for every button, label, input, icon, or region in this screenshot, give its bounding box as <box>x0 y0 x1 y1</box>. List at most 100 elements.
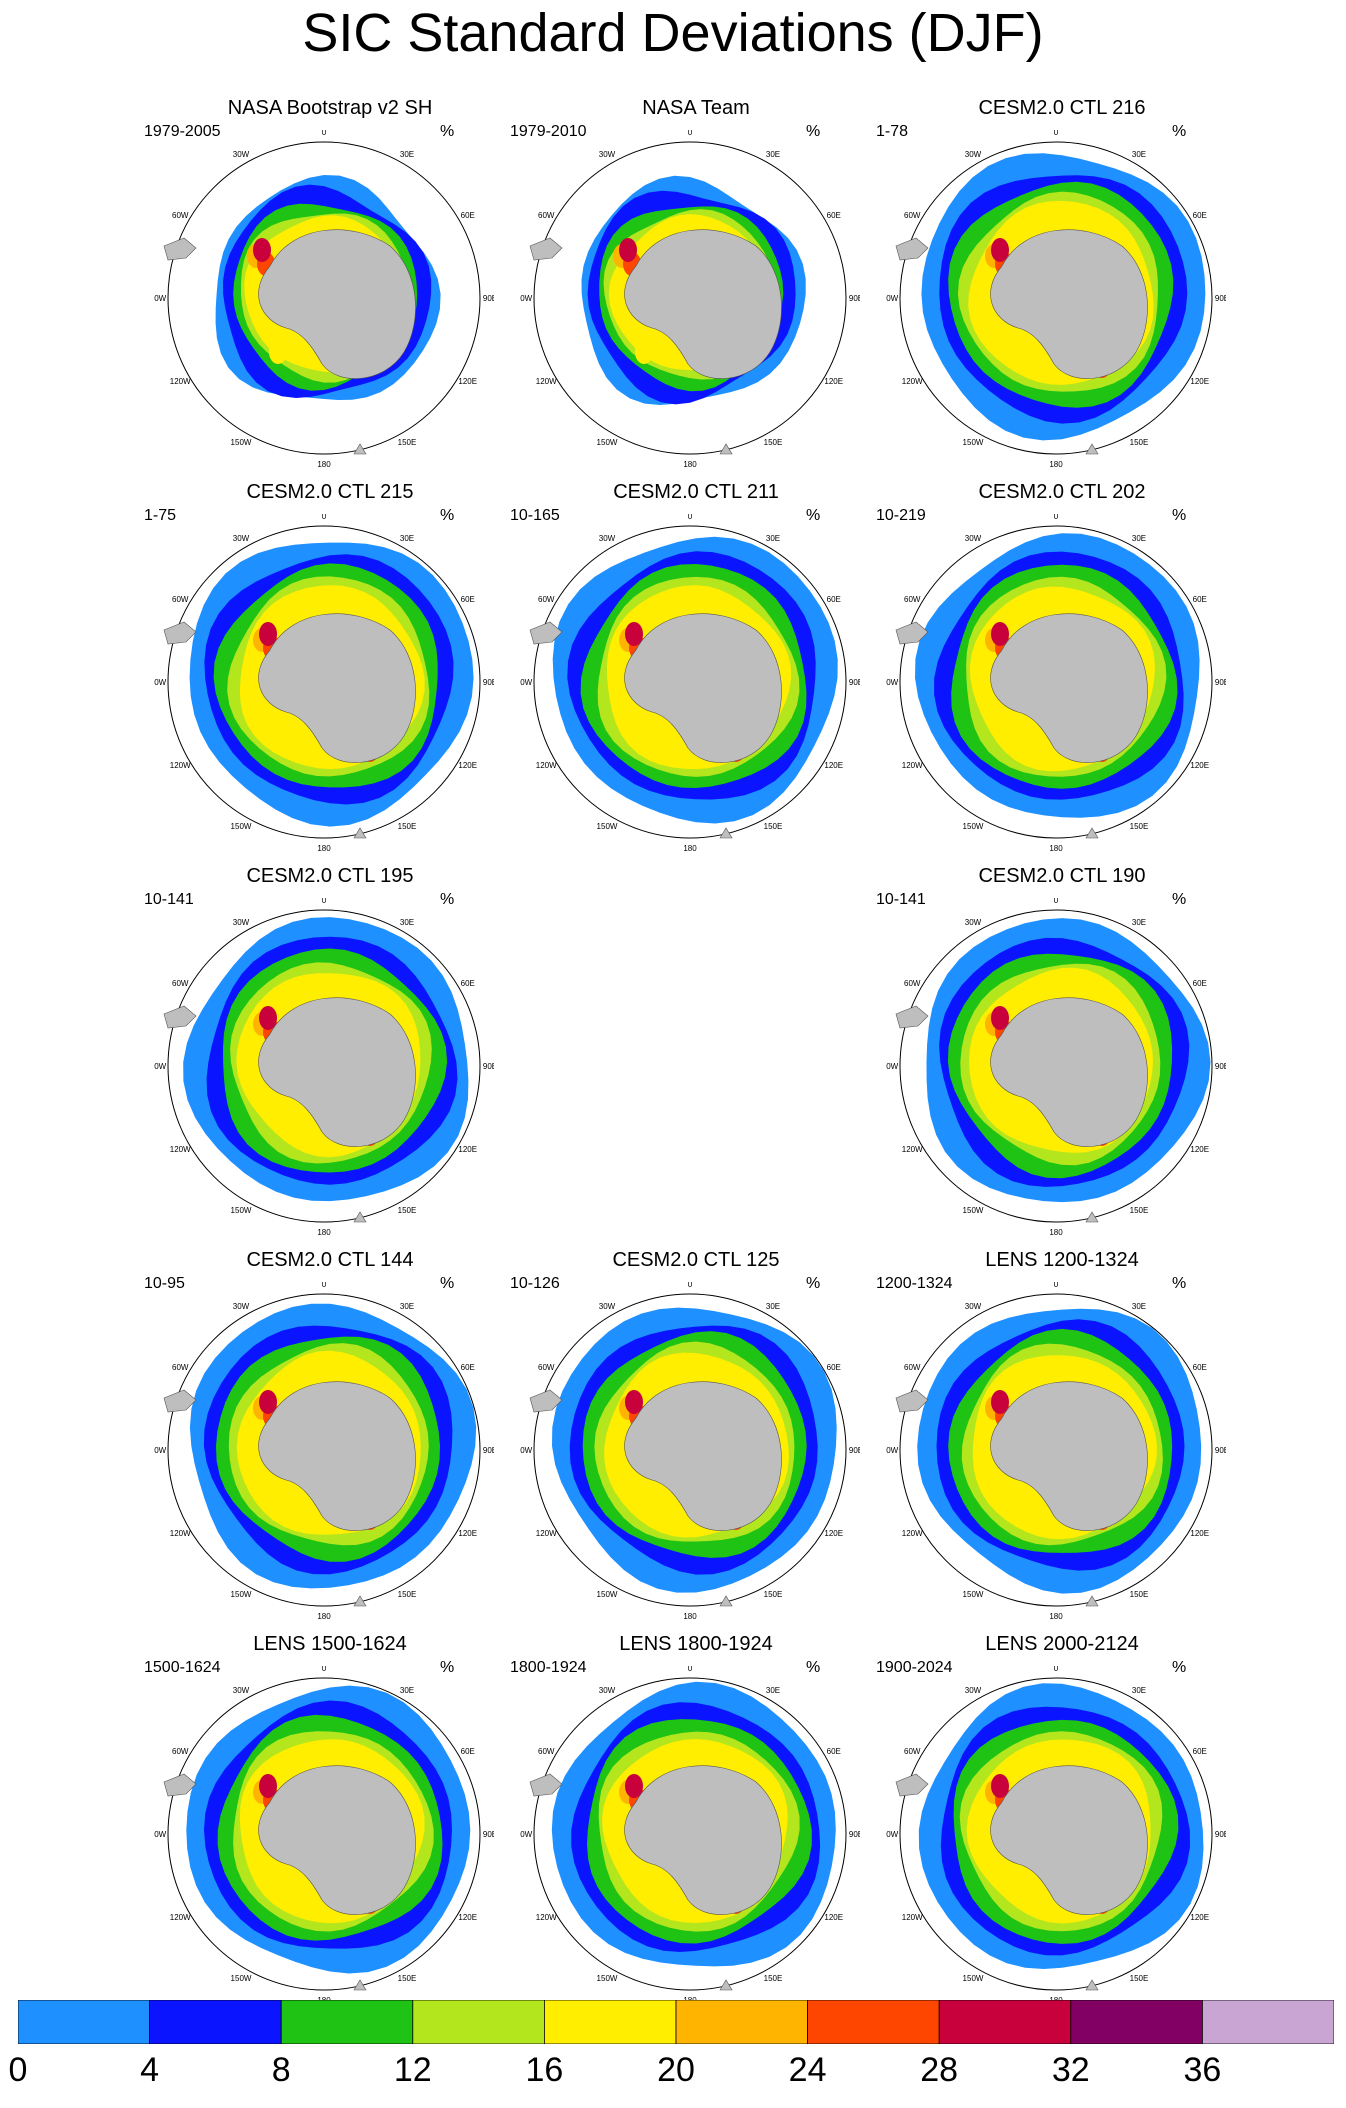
panel-period: 1800-1924 <box>510 1659 587 1676</box>
longitude-label: 150W <box>963 1974 984 1983</box>
polar-map: 0 30E 60E 90E 120E 150E 180 150W 120W 90W 60W 30W <box>886 130 1226 469</box>
high-std-patch <box>641 1492 659 1516</box>
longitude-label: 0 <box>322 898 327 905</box>
longitude-label: 120W <box>536 761 557 770</box>
panel-period: 1500-1624 <box>144 1659 221 1676</box>
longitude-label: 150E <box>398 1206 417 1215</box>
high-std-patch <box>1007 1492 1025 1516</box>
new-zealand-tip <box>353 1979 367 1991</box>
colorbar-bin <box>807 2000 940 2044</box>
longitude-label: 150W <box>963 822 984 831</box>
panel-unit: % <box>440 1659 455 1676</box>
longitude-label: 60E <box>1193 979 1207 988</box>
longitude-label: 120W <box>170 1529 191 1538</box>
longitude-label: 30W <box>233 150 250 159</box>
longitude-label: 30E <box>766 1686 780 1695</box>
antarctica-landmass <box>258 1381 416 1531</box>
polar-map: 0 30E 60E 90E 120E 150E 180 150W 120W 90W 60W 30W <box>154 1282 494 1621</box>
longitude-label: 30W <box>599 534 616 543</box>
high-std-patch <box>275 1108 293 1132</box>
longitude-label: 60W <box>172 211 189 220</box>
longitude-label: 60E <box>827 595 841 604</box>
longitude-label: 120E <box>458 377 477 386</box>
longitude-label: 0 <box>322 1666 327 1673</box>
high-std-patch <box>991 622 1009 646</box>
longitude-label: 0 <box>1054 514 1059 521</box>
panel-unit: % <box>1172 1275 1187 1292</box>
antarctica-landmass <box>990 613 1148 763</box>
longitude-label: 150W <box>963 438 984 447</box>
new-zealand-tip <box>353 827 367 839</box>
longitude-label: 90W <box>154 294 167 303</box>
colorbar-tick-label: 0 <box>8 2051 28 2089</box>
longitude-label: 150W <box>597 1974 618 1983</box>
panel-period: 10-95 <box>144 1275 185 1292</box>
polar-map: 0 30E 60E 90E 120E 150E 180 150W 120W 90W 60W 30W <box>154 898 494 1237</box>
panel-unit: % <box>806 507 821 524</box>
longitude-label: 150E <box>398 822 417 831</box>
longitude-label: 60E <box>461 211 475 220</box>
map-panel: CESM2.0 CTL 202 10-219% 0 30E 60E 90E 120E 150E… <box>876 480 1248 860</box>
longitude-label: 30W <box>233 1686 250 1695</box>
longitude-label: 60E <box>461 979 475 988</box>
antarctica-landmass <box>624 1381 782 1531</box>
longitude-label: 180 <box>317 1612 331 1621</box>
polar-map: 0 30E 60E 90E 120E 150E 180 150W 120W 90W 60W 30W <box>886 898 1226 1237</box>
panel-period: 10-141 <box>876 891 926 908</box>
longitude-label: 120E <box>458 1913 477 1922</box>
longitude-label: 30W <box>599 150 616 159</box>
longitude-label: 150W <box>231 1974 252 1983</box>
south-america-tip <box>163 621 197 645</box>
colorbar-tick-label: 20 <box>657 2051 695 2089</box>
longitude-label: 120E <box>458 761 477 770</box>
map-panel: CESM2.0 CTL 125 10-126% 0 30E 60E 90E 120E 150E… <box>510 1248 882 1628</box>
map-panel: CESM2.0 CTL 211 10-165% 0 30E 60E 90E 120E 150E… <box>510 480 882 860</box>
colorbar-tick-label: 36 <box>1183 2051 1222 2089</box>
panel-unit: % <box>440 507 455 524</box>
panel-title: CESM2.0 CTL 216 <box>978 97 1146 119</box>
longitude-label: 150W <box>597 822 618 831</box>
high-std-patch <box>991 1390 1009 1414</box>
longitude-label: 180 <box>683 460 697 469</box>
panel-period: 10-126 <box>510 1275 560 1292</box>
longitude-label: 30E <box>766 534 780 543</box>
longitude-label: 30E <box>1132 150 1146 159</box>
longitude-label: 90E <box>1215 678 1226 687</box>
longitude-label: 150E <box>764 1974 783 1983</box>
antarctica-landmass <box>990 1765 1148 1915</box>
longitude-label: 30E <box>766 150 780 159</box>
high-std-patch <box>1007 340 1025 364</box>
antarctica-landmass <box>624 1765 782 1915</box>
high-std-patch <box>275 724 293 748</box>
longitude-label: 30E <box>400 1302 414 1311</box>
longitude-label: 30W <box>965 150 982 159</box>
longitude-label: 120E <box>824 1913 843 1922</box>
new-zealand-tip <box>353 1595 367 1607</box>
south-america-tip <box>895 1773 929 1797</box>
new-zealand-tip <box>719 1595 733 1607</box>
longitude-label: 90E <box>1215 1830 1226 1839</box>
new-zealand-tip <box>1085 1595 1099 1607</box>
colorbar-tick-label: 4 <box>140 2051 160 2089</box>
colorbar-bin <box>149 2000 282 2044</box>
south-america-tip <box>163 237 197 261</box>
longitude-label: 90W <box>886 294 899 303</box>
panel-unit: % <box>440 123 455 140</box>
polar-map: 0 30E 60E 90E 120E 150E 180 150W 120W 90W 60W 30W <box>154 130 494 469</box>
longitude-label: 150E <box>764 438 783 447</box>
longitude-label: 180 <box>317 844 331 853</box>
panel-period: 1979-2005 <box>144 123 221 140</box>
high-std-patch <box>259 1006 277 1030</box>
south-america-tip <box>529 1773 563 1797</box>
high-std-patch <box>641 724 659 748</box>
high-std-patch <box>625 1390 643 1414</box>
longitude-label: 90E <box>483 1062 494 1071</box>
high-std-patch <box>1007 724 1025 748</box>
longitude-label: 60W <box>904 595 921 604</box>
longitude-label: 30W <box>965 1686 982 1695</box>
south-america-tip <box>163 1005 197 1029</box>
longitude-label: 30E <box>400 918 414 927</box>
longitude-label: 120E <box>1190 377 1209 386</box>
longitude-label: 90W <box>154 1446 167 1455</box>
new-zealand-tip <box>719 827 733 839</box>
